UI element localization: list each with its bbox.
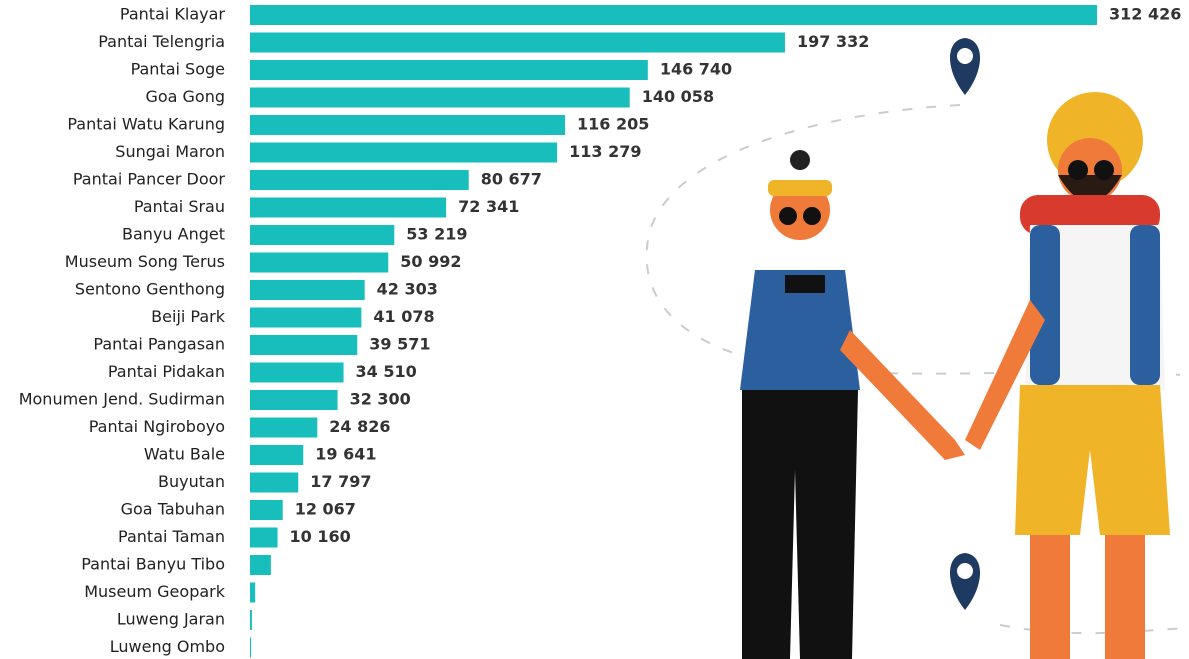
page: Pantai Klayar 312 426 Pantai Telengria 197 … bbox=[0, 0, 1189, 659]
category-label: Banyu Anget bbox=[122, 225, 225, 244]
bar bbox=[250, 225, 394, 245]
bar bbox=[250, 5, 1097, 25]
bar bbox=[250, 253, 388, 273]
value-label: 12 067 bbox=[295, 500, 356, 519]
category-label: Pantai Ngiroboyo bbox=[89, 417, 225, 436]
value-label: 42 303 bbox=[377, 280, 438, 299]
category-label: Pantai Srau bbox=[134, 197, 225, 216]
value-label: 19 641 bbox=[315, 445, 376, 464]
bar bbox=[250, 583, 255, 603]
category-label: Pantai Soge bbox=[131, 60, 225, 79]
bar bbox=[250, 280, 365, 300]
bar bbox=[250, 33, 785, 53]
category-label: Monumen Jend. Sudirman bbox=[19, 390, 225, 409]
category-label: Luweng Jaran bbox=[117, 610, 225, 629]
woman bbox=[740, 150, 965, 659]
bar bbox=[250, 528, 278, 548]
bar bbox=[250, 143, 557, 163]
bar bbox=[250, 500, 283, 520]
value-label: 116 205 bbox=[577, 115, 649, 134]
category-label: Pantai Pangasan bbox=[93, 335, 225, 354]
pin bbox=[950, 553, 980, 610]
illustration bbox=[647, 38, 1189, 659]
pin bbox=[950, 38, 980, 95]
value-label: 312 426 bbox=[1109, 5, 1181, 24]
value-label: 197 332 bbox=[797, 32, 869, 51]
value-label: 34 510 bbox=[356, 362, 417, 381]
value-label: 140 058 bbox=[642, 87, 714, 106]
value-label: 113 279 bbox=[569, 142, 641, 161]
bar bbox=[250, 610, 252, 630]
man bbox=[965, 92, 1170, 659]
value-label: 17 797 bbox=[310, 472, 371, 491]
bar bbox=[250, 115, 565, 135]
value-label: 80 677 bbox=[481, 170, 542, 189]
bar bbox=[250, 88, 630, 108]
chart: Pantai Klayar 312 426 Pantai Telengria 197 … bbox=[0, 0, 1189, 659]
bar bbox=[250, 363, 344, 383]
bar bbox=[250, 335, 357, 355]
category-label: Sungai Maron bbox=[115, 142, 225, 161]
value-label: 50 992 bbox=[400, 252, 461, 271]
category-label: Sentono Genthong bbox=[75, 280, 225, 299]
bar bbox=[250, 638, 251, 658]
category-label: Pantai Pancer Door bbox=[73, 170, 226, 189]
category-label: Museum Song Terus bbox=[65, 252, 225, 271]
bar bbox=[250, 308, 361, 328]
value-label: 39 571 bbox=[369, 335, 430, 354]
bar bbox=[250, 473, 298, 493]
value-label: 72 341 bbox=[458, 197, 519, 216]
category-label: Luweng Ombo bbox=[110, 637, 225, 656]
value-label: 146 740 bbox=[660, 60, 732, 79]
category-label: Pantai Pidakan bbox=[108, 362, 225, 381]
value-label: 41 078 bbox=[373, 307, 434, 326]
dashed-path bbox=[1000, 625, 1189, 633]
value-label: 10 160 bbox=[290, 527, 351, 546]
category-label: Pantai Taman bbox=[118, 527, 225, 546]
category-label: Museum Geopark bbox=[84, 582, 226, 601]
category-label: Beiji Park bbox=[151, 307, 226, 326]
category-label: Pantai Klayar bbox=[120, 5, 226, 24]
bar bbox=[250, 418, 317, 438]
bar bbox=[250, 60, 648, 80]
category-label: Pantai Banyu Tibo bbox=[81, 555, 225, 574]
category-label: Buyutan bbox=[158, 472, 225, 491]
value-label: 32 300 bbox=[350, 390, 411, 409]
bar bbox=[250, 555, 271, 575]
bar bbox=[250, 170, 469, 190]
category-label: Goa Tabuhan bbox=[121, 500, 225, 519]
value-label: 24 826 bbox=[329, 417, 390, 436]
bar bbox=[250, 445, 303, 465]
category-label: Pantai Telengria bbox=[98, 32, 225, 51]
category-label: Goa Gong bbox=[145, 87, 225, 106]
category-label: Watu Bale bbox=[144, 445, 225, 464]
value-label: 53 219 bbox=[406, 225, 467, 244]
bar bbox=[250, 198, 446, 218]
bar bbox=[250, 390, 338, 410]
category-label: Pantai Watu Karung bbox=[67, 115, 225, 134]
